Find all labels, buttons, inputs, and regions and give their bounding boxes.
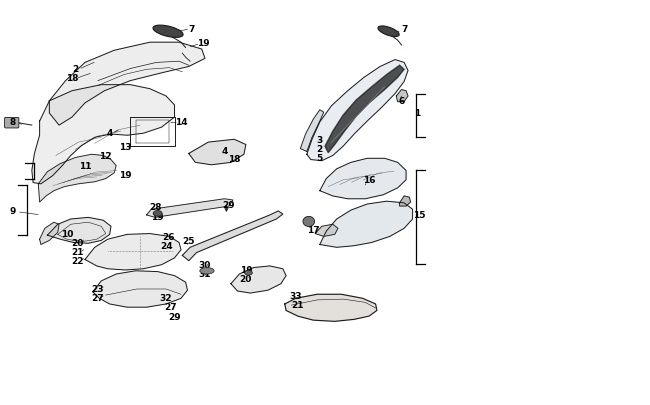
Text: 7: 7 — [401, 25, 408, 34]
Polygon shape — [307, 60, 408, 161]
Text: 17: 17 — [307, 226, 320, 234]
Circle shape — [153, 211, 162, 217]
Text: 1: 1 — [414, 109, 421, 117]
Polygon shape — [320, 202, 413, 248]
Text: 7: 7 — [189, 24, 195, 34]
Text: 16: 16 — [363, 176, 375, 185]
Text: 31: 31 — [199, 269, 211, 278]
Polygon shape — [38, 155, 116, 202]
Text: 30: 30 — [199, 260, 211, 270]
Text: 15: 15 — [413, 210, 425, 219]
Text: 19: 19 — [240, 266, 252, 275]
Text: 29: 29 — [223, 200, 235, 209]
Polygon shape — [315, 225, 338, 237]
Text: 24: 24 — [160, 241, 172, 250]
Text: 3: 3 — [317, 135, 323, 145]
Polygon shape — [147, 199, 233, 218]
Circle shape — [244, 271, 252, 275]
Text: 19: 19 — [119, 171, 131, 179]
Polygon shape — [182, 211, 283, 261]
Ellipse shape — [153, 26, 183, 38]
Text: 14: 14 — [175, 117, 187, 126]
Text: 21: 21 — [71, 247, 83, 256]
Text: 2: 2 — [72, 65, 79, 74]
Text: 12: 12 — [99, 151, 112, 160]
Polygon shape — [320, 159, 406, 199]
Text: 28: 28 — [149, 203, 161, 212]
Polygon shape — [396, 90, 408, 102]
Text: 5: 5 — [317, 153, 323, 162]
Text: 27: 27 — [92, 294, 104, 303]
Text: 22: 22 — [71, 256, 83, 265]
Text: 10: 10 — [60, 230, 73, 239]
Polygon shape — [49, 43, 205, 126]
Text: 8: 8 — [304, 216, 310, 225]
Polygon shape — [325, 66, 404, 153]
Text: 29: 29 — [168, 312, 181, 321]
Text: 20: 20 — [240, 275, 252, 284]
Text: 20: 20 — [71, 239, 83, 247]
Text: 4: 4 — [107, 129, 113, 138]
Text: 19: 19 — [198, 38, 210, 47]
Text: 11: 11 — [79, 162, 91, 171]
Text: 25: 25 — [183, 237, 195, 245]
Text: 6: 6 — [398, 96, 405, 105]
Text: 33: 33 — [289, 292, 302, 301]
Polygon shape — [47, 218, 111, 244]
Text: 8: 8 — [9, 117, 16, 126]
Polygon shape — [85, 234, 181, 270]
Text: 21: 21 — [291, 301, 304, 309]
Text: 19: 19 — [151, 212, 164, 221]
Polygon shape — [188, 140, 246, 165]
Text: 23: 23 — [92, 285, 104, 294]
Text: 26: 26 — [162, 232, 174, 241]
FancyBboxPatch shape — [5, 118, 19, 129]
Text: 2: 2 — [317, 144, 323, 153]
Polygon shape — [231, 266, 286, 293]
Text: 4: 4 — [221, 146, 228, 156]
Polygon shape — [32, 85, 174, 184]
Ellipse shape — [303, 217, 315, 227]
Text: 32: 32 — [160, 293, 172, 302]
Ellipse shape — [378, 27, 399, 38]
Polygon shape — [300, 111, 324, 152]
Text: 18: 18 — [228, 155, 240, 164]
Polygon shape — [40, 223, 59, 245]
Text: 9: 9 — [9, 207, 16, 216]
Text: 18: 18 — [66, 74, 78, 83]
Text: 13: 13 — [119, 142, 131, 151]
Polygon shape — [285, 294, 377, 322]
Polygon shape — [93, 271, 187, 307]
Text: 27: 27 — [164, 302, 177, 311]
Polygon shape — [400, 196, 411, 207]
Ellipse shape — [200, 268, 214, 274]
